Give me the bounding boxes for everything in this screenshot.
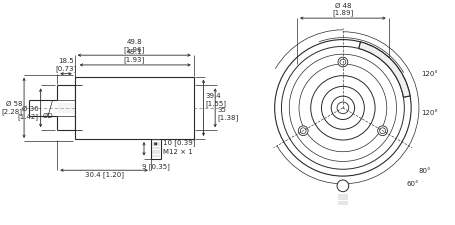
Circle shape: [336, 180, 348, 192]
Circle shape: [379, 128, 384, 134]
Text: Ø 36
[1.42]: Ø 36 [1.42]: [18, 106, 39, 119]
Text: 120°: 120°: [420, 110, 437, 116]
Wedge shape: [358, 42, 409, 97]
Text: 60°: 60°: [405, 181, 418, 187]
Text: 9 [0.35]: 9 [0.35]: [142, 163, 169, 170]
Text: 39.4
[1.55]: 39.4 [1.55]: [205, 93, 226, 107]
Text: 49.8
[1.96]: 49.8 [1.96]: [123, 39, 145, 53]
Text: M12 × 1: M12 × 1: [162, 149, 192, 155]
Circle shape: [377, 126, 387, 136]
Circle shape: [281, 46, 404, 169]
Circle shape: [339, 59, 345, 65]
Circle shape: [300, 128, 305, 134]
Text: ØD: ØD: [43, 113, 54, 119]
Text: Ø 48
[1.89]: Ø 48 [1.89]: [332, 2, 353, 16]
Text: 10 [0.39]: 10 [0.39]: [162, 140, 195, 146]
Text: Ø 58
[2.28]: Ø 58 [2.28]: [1, 101, 22, 115]
Circle shape: [298, 126, 308, 136]
Text: 80°: 80°: [418, 168, 430, 174]
Circle shape: [330, 96, 354, 119]
Text: 49.1
[1.93]: 49.1 [1.93]: [123, 49, 145, 63]
Circle shape: [310, 76, 374, 140]
Circle shape: [288, 54, 396, 162]
Text: 18.5
[0.73]: 18.5 [0.73]: [55, 58, 76, 72]
Text: 30.4 [1.20]: 30.4 [1.20]: [84, 171, 123, 178]
Text: 120°: 120°: [420, 71, 437, 77]
Circle shape: [336, 102, 348, 114]
Text: 35
[1.38]: 35 [1.38]: [217, 107, 238, 121]
Circle shape: [321, 86, 364, 129]
Circle shape: [298, 64, 386, 152]
Circle shape: [337, 57, 347, 67]
Bar: [75, 77, 193, 139]
Circle shape: [274, 40, 410, 176]
